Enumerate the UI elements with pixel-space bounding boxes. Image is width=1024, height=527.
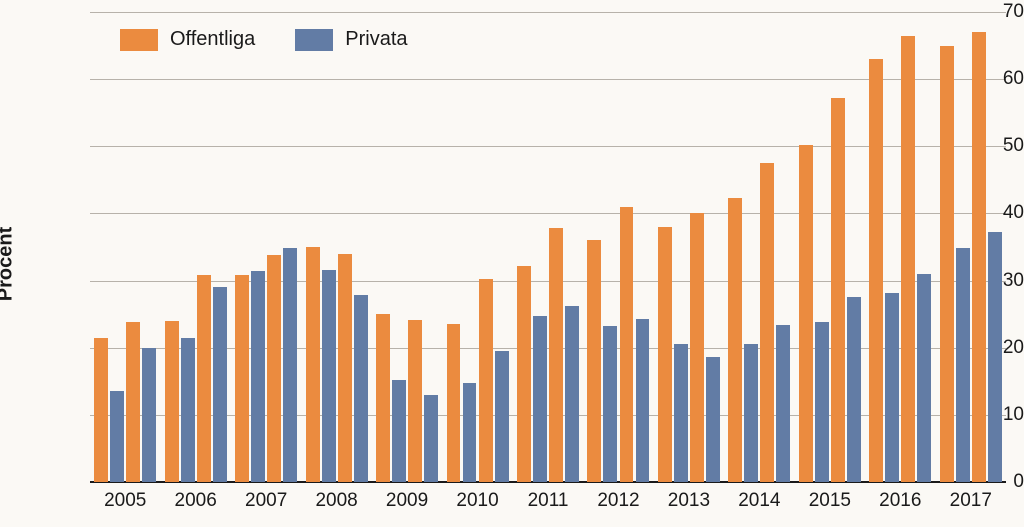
bar-offentliga xyxy=(517,266,531,482)
bar-privata xyxy=(142,348,156,482)
bar-offentliga xyxy=(869,59,883,482)
bar-offentliga xyxy=(408,320,422,482)
bar-privata xyxy=(283,248,297,482)
legend-item: Privata xyxy=(295,28,407,51)
bar-privata xyxy=(392,380,406,482)
bar-offentliga xyxy=(267,255,281,482)
bar-privata xyxy=(110,391,124,482)
bar-offentliga xyxy=(831,98,845,482)
bar-privata xyxy=(251,271,265,483)
x-tick-label: 2011 xyxy=(528,490,569,512)
bar-offentliga xyxy=(376,314,390,482)
bar-privata xyxy=(885,293,899,482)
bar-privata xyxy=(744,344,758,482)
bar-privata xyxy=(495,351,509,482)
bar-privata xyxy=(213,287,227,482)
bar-offentliga xyxy=(690,213,704,482)
bar-offentliga xyxy=(447,324,461,482)
bar-offentliga xyxy=(549,228,563,482)
bar-offentliga xyxy=(901,36,915,483)
legend-label: Privata xyxy=(345,28,407,51)
x-tick-label: 2010 xyxy=(456,490,498,512)
bar-offentliga xyxy=(799,145,813,482)
plot-area xyxy=(90,12,1006,482)
grid-line xyxy=(90,12,1006,13)
legend-item: Offentliga xyxy=(120,28,255,51)
bar-offentliga xyxy=(760,163,774,482)
bar-offentliga xyxy=(587,240,601,482)
y-tick-label: 10 xyxy=(948,404,1024,426)
bar-offentliga xyxy=(620,207,634,482)
bar-privata xyxy=(354,295,368,482)
bar-offentliga xyxy=(235,275,249,482)
bar-privata xyxy=(815,322,829,482)
y-tick-label: 40 xyxy=(948,202,1024,224)
x-tick-label: 2016 xyxy=(879,490,921,512)
bar-privata xyxy=(424,395,438,482)
legend: Offentliga Privata xyxy=(120,28,408,51)
bar-offentliga xyxy=(338,254,352,482)
y-axis-label: Procent xyxy=(0,226,18,300)
y-tick-label: 30 xyxy=(948,270,1024,292)
y-tick-label: 20 xyxy=(948,337,1024,359)
bar-privata xyxy=(181,338,195,482)
x-tick-label: 2008 xyxy=(315,490,357,512)
x-tick-label: 2012 xyxy=(597,490,639,512)
bar-offentliga xyxy=(479,279,493,482)
legend-swatch xyxy=(120,29,158,51)
bar-offentliga xyxy=(658,227,672,482)
legend-swatch xyxy=(295,29,333,51)
bar-privata xyxy=(463,383,477,482)
bar-offentliga xyxy=(197,275,211,482)
legend-label: Offentliga xyxy=(170,28,255,51)
bar-privata xyxy=(322,270,336,482)
x-tick-label: 2005 xyxy=(104,490,146,512)
bar-privata xyxy=(776,325,790,482)
bar-offentliga xyxy=(126,322,140,482)
bar-privata xyxy=(847,297,861,482)
bar-privata xyxy=(706,357,720,482)
x-tick-label: 2007 xyxy=(245,490,287,512)
bar-chart: Procent 010203040506070 2005200620072008… xyxy=(0,0,1024,527)
y-tick-label: 50 xyxy=(948,135,1024,157)
y-tick-label: 60 xyxy=(948,68,1024,90)
x-tick-label: 2014 xyxy=(738,490,780,512)
bar-offentliga xyxy=(306,247,320,482)
x-tick-label: 2017 xyxy=(950,490,992,512)
bar-privata xyxy=(565,306,579,482)
bar-privata xyxy=(603,326,617,482)
bar-privata xyxy=(636,319,650,482)
x-tick-label: 2009 xyxy=(386,490,428,512)
bar-privata xyxy=(674,344,688,482)
y-tick-label: 70 xyxy=(948,1,1024,23)
bar-offentliga xyxy=(94,338,108,482)
bar-privata xyxy=(917,274,931,482)
x-tick-label: 2013 xyxy=(668,490,710,512)
x-tick-label: 2015 xyxy=(809,490,851,512)
bar-privata xyxy=(533,316,547,483)
bar-offentliga xyxy=(165,321,179,482)
bar-offentliga xyxy=(728,198,742,482)
x-tick-label: 2006 xyxy=(175,490,217,512)
